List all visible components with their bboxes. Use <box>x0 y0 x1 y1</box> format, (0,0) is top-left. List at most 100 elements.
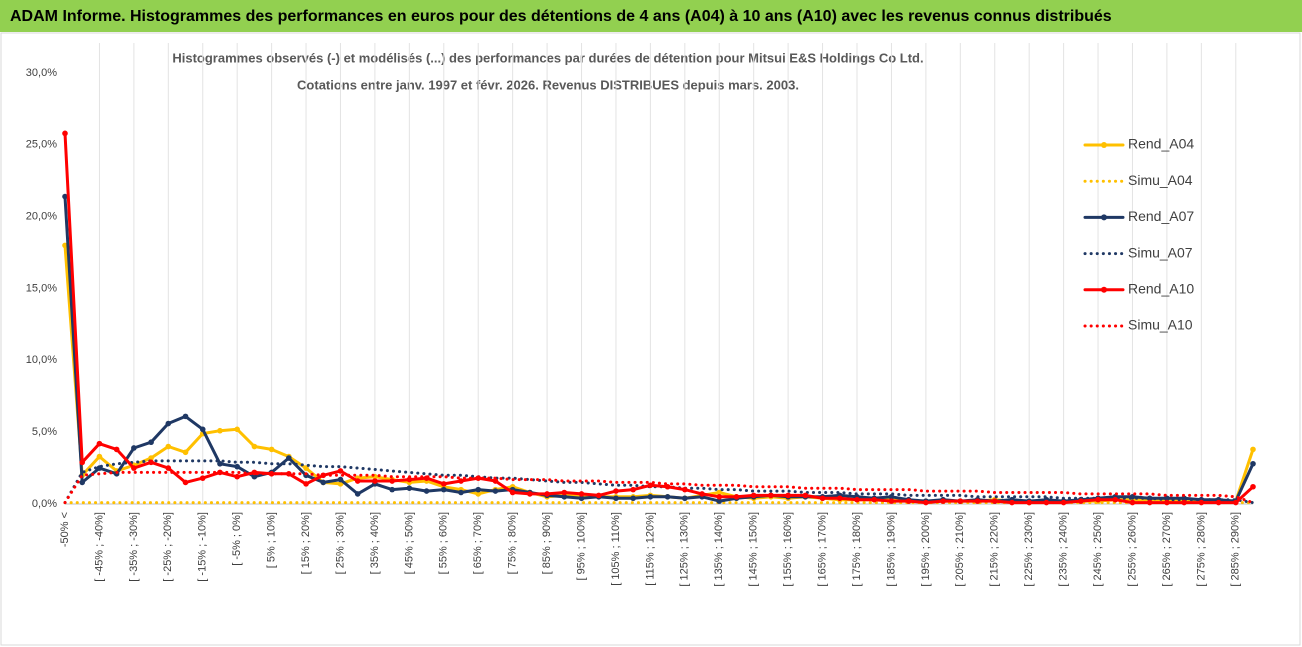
point <box>62 130 68 137</box>
point <box>234 463 240 470</box>
point <box>544 491 550 497</box>
x-tick-label: [ 275% ; 280%] <box>1195 512 1207 587</box>
x-tick-label: [ 55% ; 60%] <box>438 512 450 574</box>
legend-label: Rend_A07 <box>1128 208 1194 224</box>
point <box>802 492 809 499</box>
y-tick-label: 0,0% <box>32 498 57 510</box>
point <box>733 494 740 500</box>
point <box>148 439 154 446</box>
chart-title: ADAM Informe. Histogrammes des performan… <box>10 8 1112 25</box>
chart-subtitle: Histogrammes observés (-) et modélisés (… <box>172 50 923 65</box>
point <box>337 468 344 474</box>
point <box>165 443 172 450</box>
x-tick-label: -50% < <box>59 512 71 547</box>
point <box>165 465 172 471</box>
point <box>79 459 86 466</box>
legend-marker <box>1101 286 1107 293</box>
point <box>905 498 912 504</box>
point <box>1026 499 1032 506</box>
point <box>613 495 619 502</box>
point <box>199 475 206 481</box>
y-tick-label: 30,0% <box>26 67 57 79</box>
x-tick-label: [ 285% ; 290%] <box>1230 512 1242 587</box>
point <box>320 479 327 486</box>
legend-marker <box>1101 142 1107 148</box>
point <box>836 495 843 502</box>
x-tick-label: [ 85% ; 90%] <box>541 512 553 574</box>
point <box>492 488 499 494</box>
point <box>354 491 361 497</box>
point <box>699 491 705 497</box>
point <box>406 476 413 483</box>
x-tick-label: [ 95% ; 100%] <box>575 512 587 581</box>
x-tick-label: [ 5% ; 10%] <box>266 512 278 568</box>
point <box>251 443 258 450</box>
point <box>1232 499 1239 506</box>
title-band <box>0 0 1302 32</box>
point <box>509 489 516 496</box>
point <box>62 193 68 200</box>
x-tick-label: [ 135% ; 140%] <box>713 512 725 587</box>
x-tick-label: [ 105% ; 110%] <box>610 512 622 586</box>
legend-label: Simu_A04 <box>1128 172 1193 188</box>
point <box>423 488 430 494</box>
x-tick-label: [ -35% ; -30%] <box>128 512 140 582</box>
point <box>664 494 671 500</box>
point <box>630 486 636 493</box>
point <box>1112 496 1119 503</box>
point <box>475 491 482 497</box>
point <box>113 446 120 453</box>
x-tick-label: [ 245% ; 250%] <box>1092 512 1104 587</box>
x-tick-label: [ 125% ; 130%] <box>679 512 691 587</box>
point <box>234 426 240 433</box>
point <box>337 476 344 483</box>
point <box>1250 483 1256 490</box>
x-tick-label: [ -15% ; -10%] <box>197 512 209 582</box>
x-tick-label: [ -25% ; -20%] <box>162 512 174 582</box>
point <box>750 492 757 499</box>
x-tick-label: [ -45% ; -40%] <box>93 512 105 582</box>
point <box>268 471 275 477</box>
x-tick-label: [ 255% ; 260%] <box>1126 512 1138 587</box>
point <box>647 482 654 489</box>
point <box>440 486 447 493</box>
point <box>475 486 482 493</box>
point <box>303 465 309 471</box>
point <box>131 465 137 471</box>
point <box>595 492 602 499</box>
y-tick-label: 10,0% <box>26 354 57 366</box>
legend-label: Rend_A10 <box>1128 281 1194 297</box>
point <box>819 495 826 502</box>
point <box>458 489 464 496</box>
point <box>1198 499 1205 506</box>
point <box>354 478 361 484</box>
point <box>957 498 964 504</box>
point <box>664 483 671 490</box>
point <box>716 494 723 500</box>
x-tick-label: [ 145% ; 150%] <box>748 512 760 587</box>
point <box>1060 499 1067 506</box>
x-tick-label: [ 115% ; 120%] <box>644 512 656 586</box>
x-tick-label: [ 155% ; 160%] <box>782 512 794 587</box>
point <box>389 478 395 484</box>
x-tick-label: [ 235% ; 240%] <box>1058 512 1070 587</box>
point <box>974 498 981 504</box>
point <box>1043 499 1050 506</box>
point <box>96 453 103 460</box>
point <box>1215 499 1222 506</box>
x-tick-label: [ 265% ; 270%] <box>1161 512 1173 587</box>
x-tick-label: [ 195% ; 200%] <box>920 512 932 587</box>
point <box>940 498 946 504</box>
point <box>79 479 86 486</box>
point <box>286 455 292 461</box>
point <box>527 491 533 497</box>
point <box>613 488 619 494</box>
y-tick-label: 5,0% <box>32 426 57 438</box>
point <box>389 486 395 493</box>
point <box>682 495 688 502</box>
point <box>716 498 723 504</box>
point <box>234 473 240 480</box>
point <box>251 473 258 480</box>
point <box>1146 499 1153 506</box>
